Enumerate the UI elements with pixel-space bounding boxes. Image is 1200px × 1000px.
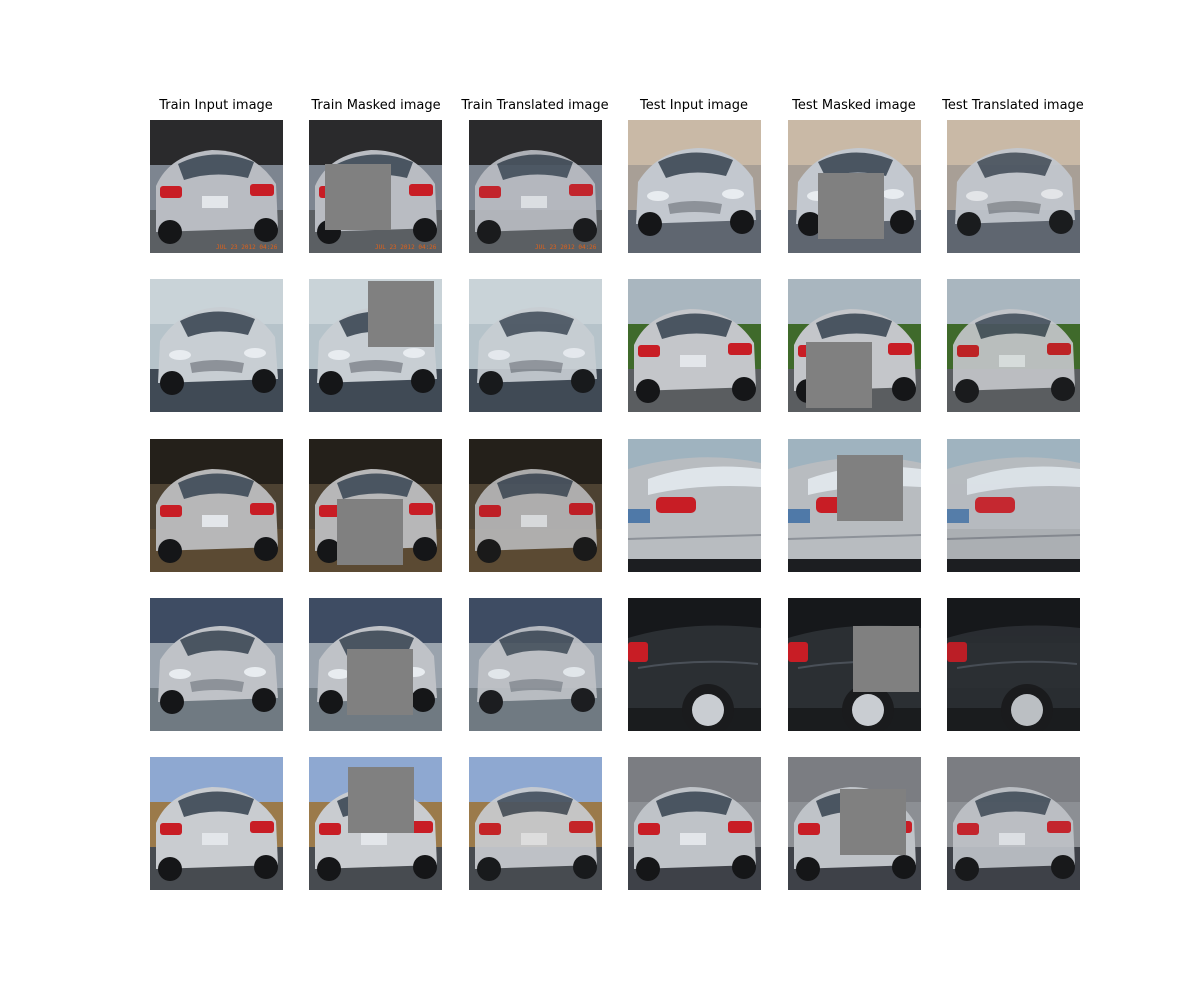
test-input-image xyxy=(628,279,761,412)
timestamp-overlay: JUL 23 2012 04:26 xyxy=(216,244,278,251)
column-title-test-input: Test Input image xyxy=(604,98,784,113)
mask-region xyxy=(347,649,413,715)
train-translated-image xyxy=(469,757,602,890)
train-input-image xyxy=(150,598,283,731)
test-masked-image xyxy=(788,757,921,890)
train-translated-image xyxy=(469,439,602,572)
train-input-image xyxy=(150,439,283,572)
test-input-image xyxy=(628,120,761,253)
test-translated-image xyxy=(947,439,1080,572)
test-translated-image xyxy=(947,598,1080,731)
timestamp-overlay: JUL 23 2012 04:26 xyxy=(535,244,597,251)
mask-region xyxy=(818,173,884,239)
test-masked-image xyxy=(788,598,921,731)
test-translated-image xyxy=(947,120,1080,253)
train-input-image xyxy=(150,279,283,412)
test-masked-image xyxy=(788,279,921,412)
train-masked-image: JUL 23 2012 04:26 xyxy=(309,120,442,253)
train-translated-image xyxy=(469,598,602,731)
train-input-image: JUL 23 2012 04:26 xyxy=(150,120,283,253)
test-input-image xyxy=(628,757,761,890)
train-masked-image xyxy=(309,757,442,890)
test-translated-image xyxy=(947,757,1080,890)
column-title-test-masked: Test Masked image xyxy=(764,98,944,113)
timestamp-overlay: JUL 23 2012 04:26 xyxy=(375,244,437,251)
train-masked-image xyxy=(309,439,442,572)
train-input-image xyxy=(150,757,283,890)
mask-region xyxy=(368,281,434,347)
test-masked-image xyxy=(788,439,921,572)
column-title-train-masked: Train Masked image xyxy=(286,98,466,113)
test-input-image xyxy=(628,439,761,572)
mask-region xyxy=(840,789,906,855)
train-masked-image xyxy=(309,279,442,412)
mask-region xyxy=(325,164,391,230)
column-title-train-input: Train Input image xyxy=(126,98,306,113)
train-translated-image xyxy=(469,279,602,412)
car-illustration xyxy=(947,457,1080,559)
mask-region xyxy=(837,455,903,521)
column-title-test-translated: Test Translated image xyxy=(923,98,1103,113)
column-title-train-translated: Train Translated image xyxy=(445,98,625,113)
test-masked-image xyxy=(788,120,921,253)
car-illustration xyxy=(628,457,761,559)
train-translated-image: JUL 23 2012 04:26 xyxy=(469,120,602,253)
test-input-image xyxy=(628,598,761,731)
mask-region xyxy=(806,342,872,408)
train-masked-image xyxy=(309,598,442,731)
mask-region xyxy=(337,499,403,565)
mask-region xyxy=(853,626,919,692)
test-translated-image xyxy=(947,279,1080,412)
mask-region xyxy=(348,767,414,833)
